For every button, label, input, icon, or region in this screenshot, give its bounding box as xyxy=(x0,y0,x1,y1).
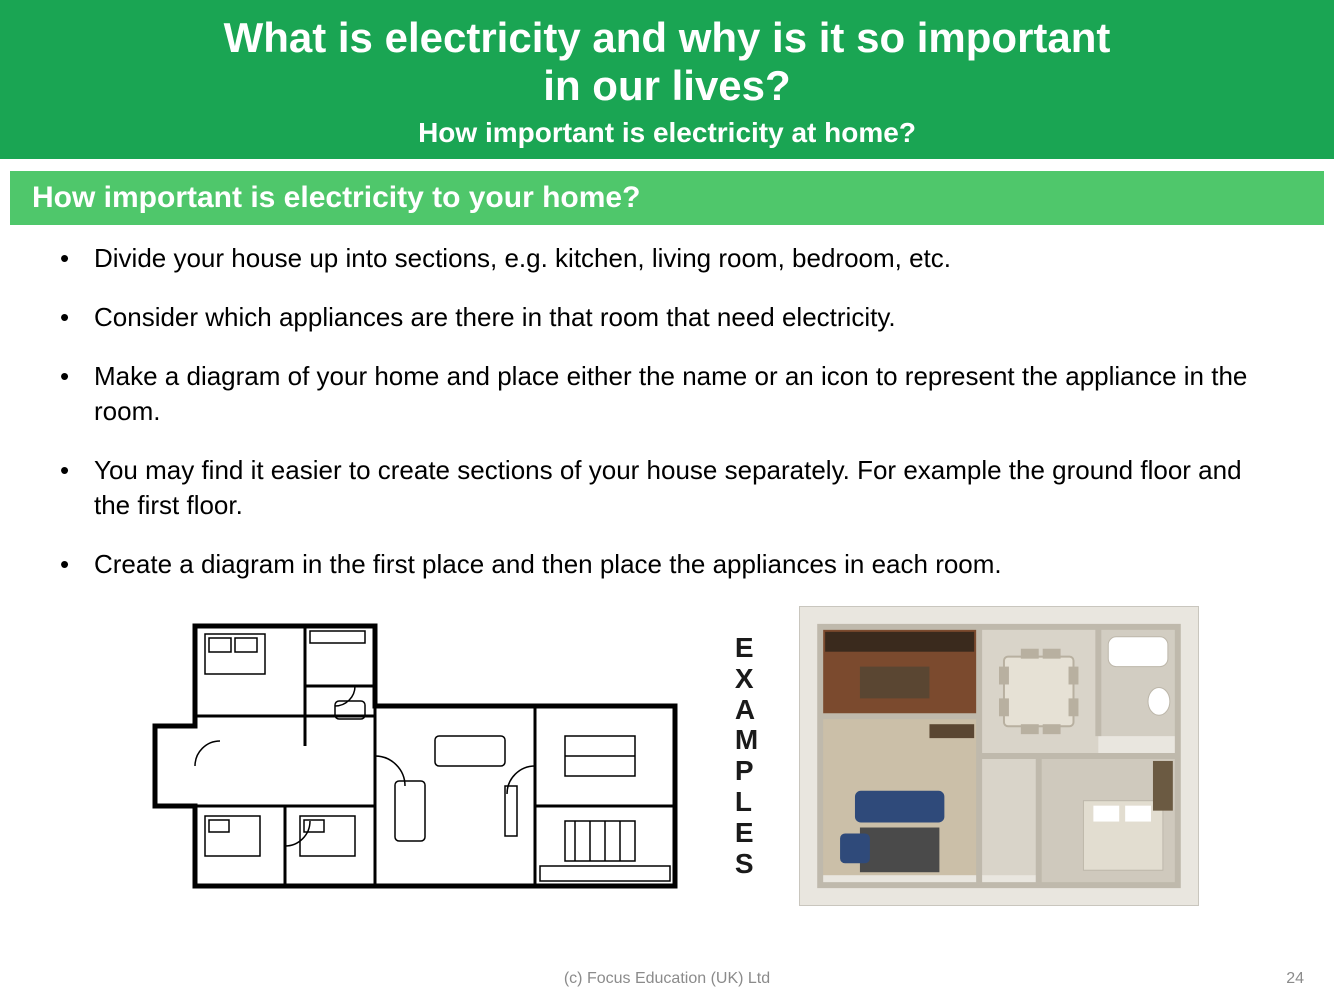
title-line1: What is electricity and why is it so imp… xyxy=(224,14,1111,61)
bullet-item: Consider which appliances are there in t… xyxy=(60,300,1284,335)
render-diagram xyxy=(799,606,1199,906)
footer-copyright: (c) Focus Education (UK) Ltd xyxy=(0,970,1334,988)
bullet-item: You may find it easier to create section… xyxy=(60,453,1284,523)
section-heading: How important is electricity to your hom… xyxy=(10,171,1324,225)
examples-label: E X A M P L E S xyxy=(735,633,759,879)
bullet-list: Divide your house up into sections, e.g.… xyxy=(0,235,1334,583)
examples-letter: M xyxy=(735,725,759,756)
examples-letter: E xyxy=(735,818,759,849)
examples-letter: S xyxy=(735,849,759,880)
examples-letter: X xyxy=(735,664,759,695)
bullet-item: Divide your house up into sections, e.g.… xyxy=(60,241,1284,276)
slide-subtitle: How important is electricity at home? xyxy=(40,117,1294,149)
bullet-item: Create a diagram in the first place and … xyxy=(60,547,1284,582)
examples-row: E X A M P L E S xyxy=(0,606,1334,906)
slide-title: What is electricity and why is it so imp… xyxy=(40,14,1294,111)
page-number: 24 xyxy=(1286,970,1304,988)
floorplan-diagram xyxy=(135,606,695,906)
examples-letter: L xyxy=(735,787,759,818)
title-line2: in our lives? xyxy=(543,62,790,109)
examples-letter: E xyxy=(735,633,759,664)
examples-letter: P xyxy=(735,756,759,787)
slide-header: What is electricity and why is it so imp… xyxy=(0,0,1334,159)
bullet-item: Make a diagram of your home and place ei… xyxy=(60,359,1284,429)
examples-letter: A xyxy=(735,695,759,726)
